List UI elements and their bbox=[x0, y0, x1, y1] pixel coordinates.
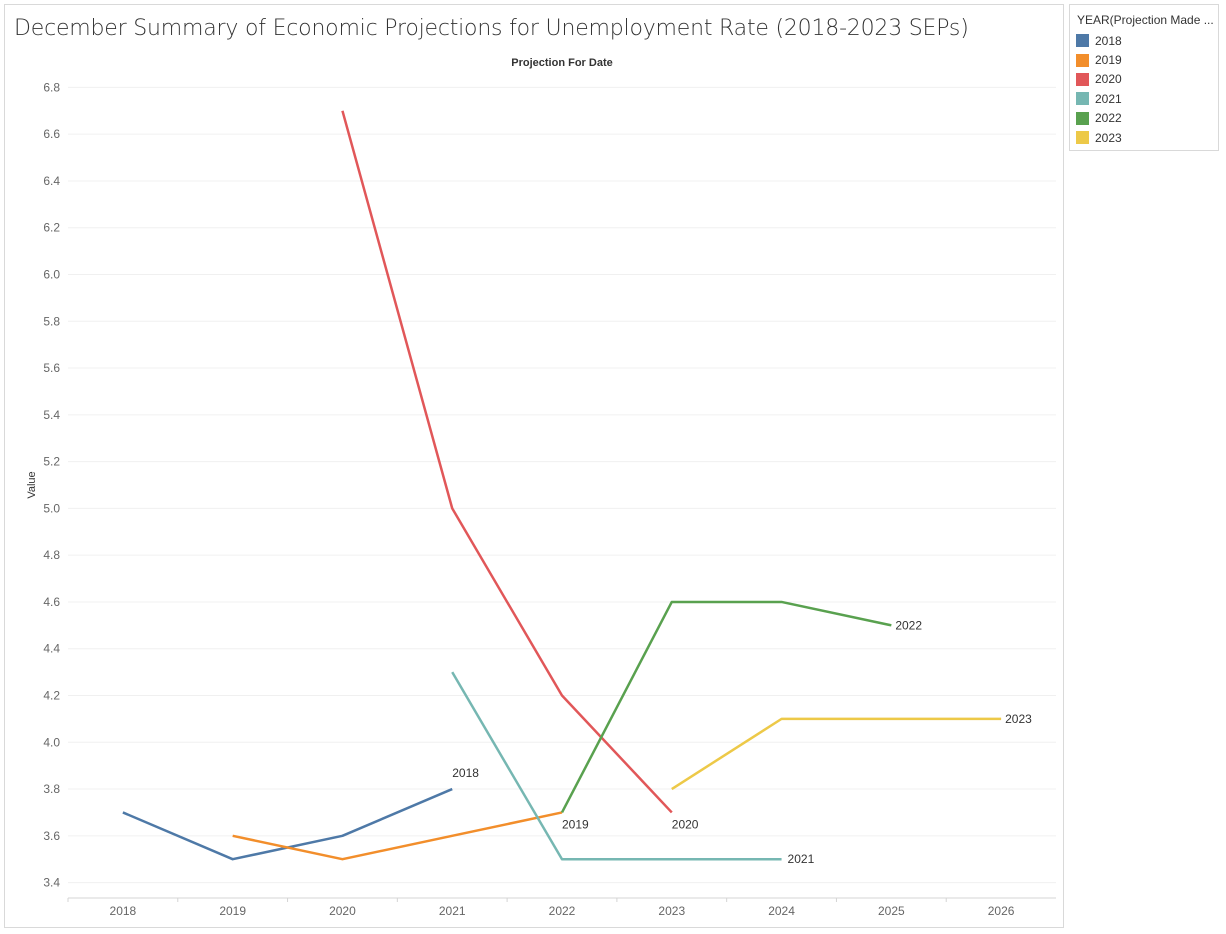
y-tick-label: 5.2 bbox=[43, 455, 60, 469]
legend-label: 2018 bbox=[1095, 33, 1122, 48]
y-tick-label: 4.2 bbox=[43, 688, 60, 702]
y-tick-label: 6.6 bbox=[43, 127, 60, 141]
legend-swatch bbox=[1076, 92, 1089, 106]
legend-swatch bbox=[1076, 131, 1089, 145]
legend-item-2023[interactable]: 2023 bbox=[1070, 128, 1218, 147]
series-end-label-2018: 2018 bbox=[452, 766, 479, 780]
legend-swatch bbox=[1076, 72, 1089, 86]
x-axis-label: Projection For Date bbox=[511, 57, 612, 69]
chart-title: December Summary of Economic Projections… bbox=[14, 16, 969, 41]
legend: YEAR(Projection Made ... 2018 2019 2020 202… bbox=[1069, 4, 1219, 151]
y-tick-label: 3.8 bbox=[43, 782, 60, 796]
legend-item-2019[interactable]: 2019 bbox=[1070, 50, 1218, 69]
y-tick-label: 3.6 bbox=[43, 829, 60, 843]
legend-item-2018[interactable]: 2018 bbox=[1070, 31, 1218, 50]
x-tick-label: 2020 bbox=[329, 904, 356, 918]
y-tick-label: 4.6 bbox=[43, 595, 60, 609]
x-tick-label: 2024 bbox=[768, 904, 795, 918]
x-tick-label: 2026 bbox=[988, 904, 1015, 918]
legend-swatch bbox=[1076, 111, 1089, 125]
series-end-label-2021: 2021 bbox=[788, 852, 815, 866]
legend-item-2020[interactable]: 2020 bbox=[1070, 70, 1218, 89]
series-line-2020 bbox=[341, 110, 673, 814]
y-tick-label: 6.0 bbox=[43, 268, 60, 282]
y-tick-label: 4.0 bbox=[43, 735, 60, 749]
series-end-label-2020: 2020 bbox=[672, 817, 699, 831]
legend-swatch bbox=[1076, 53, 1089, 67]
legend-label: 2021 bbox=[1095, 91, 1122, 106]
y-tick-label: 4.8 bbox=[43, 548, 60, 562]
legend-swatch bbox=[1076, 34, 1089, 48]
y-tick-label: 5.0 bbox=[43, 501, 60, 515]
legend-label: 2020 bbox=[1095, 72, 1122, 87]
series-end-label-2023: 2023 bbox=[1005, 712, 1032, 726]
y-tick-label: 3.4 bbox=[43, 876, 60, 890]
y-tick-label: 6.4 bbox=[43, 174, 60, 188]
series-end-label-2019: 2019 bbox=[562, 817, 589, 831]
y-axis-label: Value bbox=[26, 471, 38, 498]
legend-item-2022[interactable]: 2022 bbox=[1070, 109, 1218, 128]
y-tick-label: 6.8 bbox=[43, 80, 60, 94]
y-tick-label: 5.4 bbox=[43, 408, 60, 422]
legend-label: 2023 bbox=[1095, 130, 1122, 145]
series-line-2021 bbox=[451, 671, 782, 861]
series-line-2023 bbox=[671, 717, 1002, 791]
y-tick-label: 6.2 bbox=[43, 221, 60, 235]
series-line-2019 bbox=[232, 811, 563, 861]
y-tick-label: 5.6 bbox=[43, 361, 60, 375]
series-end-label-2022: 2022 bbox=[895, 618, 922, 632]
x-tick-label: 2025 bbox=[878, 904, 905, 918]
legend-label: 2019 bbox=[1095, 53, 1122, 68]
x-tick-label: 2019 bbox=[219, 904, 246, 918]
legend-item-2021[interactable]: 2021 bbox=[1070, 89, 1218, 108]
x-tick-label: 2022 bbox=[549, 904, 576, 918]
legend-label: 2022 bbox=[1095, 111, 1122, 126]
series-line-2022 bbox=[560, 600, 892, 814]
y-tick-label: 4.4 bbox=[43, 642, 60, 656]
x-tick-label: 2023 bbox=[658, 904, 685, 918]
x-tick-label: 2021 bbox=[439, 904, 466, 918]
legend-title: YEAR(Projection Made ... bbox=[1077, 13, 1214, 27]
chart-frame bbox=[4, 4, 1064, 928]
x-tick-label: 2018 bbox=[110, 904, 137, 918]
y-tick-label: 5.8 bbox=[43, 314, 60, 328]
